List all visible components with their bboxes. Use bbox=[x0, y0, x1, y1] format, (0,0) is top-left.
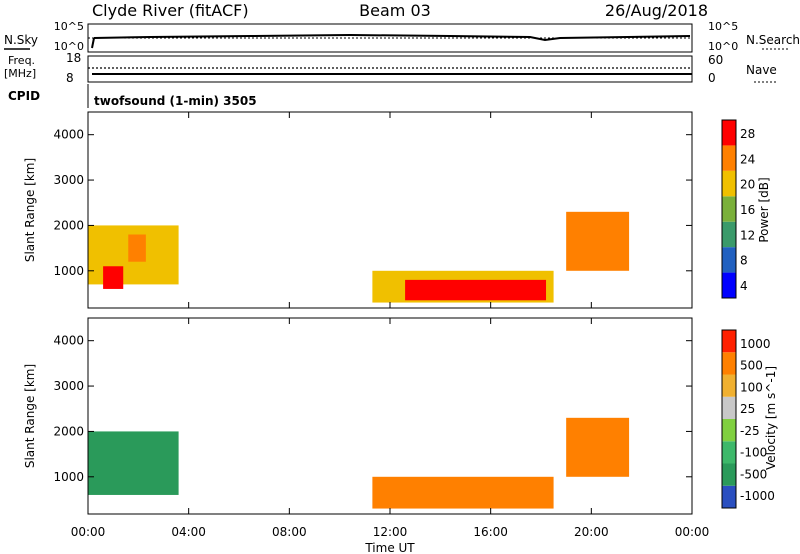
velocity-colorbar: 1000 500 100 25 -25 -100 -500 -1000 bbox=[721, 329, 775, 509]
nsearch-tick-low: 10^0 bbox=[708, 40, 738, 53]
power-colorbar-segment-3 bbox=[722, 196, 736, 222]
power-colorbar-tick-5: 8 bbox=[740, 254, 748, 268]
nave-label: Nave bbox=[746, 63, 777, 77]
power-colorbar-tick-3: 16 bbox=[740, 203, 755, 217]
velocity-ytick-label-3: 1000 bbox=[53, 470, 84, 484]
freq-tick-high: 18 bbox=[66, 51, 81, 65]
power-colorbar-segment-1 bbox=[722, 247, 736, 273]
velocity-colorbar-tick-3: 25 bbox=[740, 402, 755, 416]
power-colorbar-tick-0: 28 bbox=[740, 127, 755, 141]
velocity-colorbar-tick-4: -25 bbox=[740, 424, 760, 438]
nave-tick-low: 0 bbox=[708, 71, 716, 85]
velocity-colorbar-tick-0: 1000 bbox=[740, 337, 771, 351]
velocity-colorbar-label: Velocity [m s^-1] bbox=[764, 366, 778, 470]
velocity-ytick-label-0: 4000 bbox=[53, 334, 84, 348]
power-ytick-label-0: 4000 bbox=[53, 128, 84, 142]
velocity-ytick-label-1: 3000 bbox=[53, 379, 84, 393]
power-colorbar-segment-6 bbox=[722, 120, 736, 146]
x-tick-label-5: 20:00 bbox=[574, 525, 609, 539]
velocity-colorbar-segment-5 bbox=[722, 374, 736, 397]
nsky-tick-high: 10^5 bbox=[54, 20, 84, 33]
velocity-colorbar-tick-7: -1000 bbox=[740, 489, 775, 503]
velocity-echo-region-1 bbox=[372, 476, 554, 509]
beam-title: Beam 03 bbox=[359, 1, 431, 20]
velocity-colorbar-segment-1 bbox=[722, 463, 736, 486]
cpid-label: CPID bbox=[8, 89, 40, 103]
velocity-echo-region-0 bbox=[88, 431, 179, 495]
info-panel-nsky bbox=[87, 23, 693, 53]
power-echo-region-4 bbox=[405, 279, 547, 301]
power-echo-region-2 bbox=[128, 234, 146, 262]
info-panel-freq bbox=[87, 55, 693, 83]
program-name: twofsound (1-min) 3505 bbox=[94, 94, 257, 108]
velocity-colorbar-tick-5: -100 bbox=[740, 446, 767, 460]
power-colorbar-tick-1: 24 bbox=[740, 152, 755, 166]
velocity-colorbar-segment-6 bbox=[722, 352, 736, 375]
velocity-echo-regions bbox=[88, 417, 630, 509]
station-title: Clyde River (fitACF) bbox=[92, 1, 249, 20]
nave-tick-high: 60 bbox=[708, 53, 723, 67]
velocity-colorbar-tick-2: 100 bbox=[740, 380, 763, 394]
nsearch-tick-high: 10^5 bbox=[708, 20, 738, 33]
x-tick-labels: 00:00 04:00 08:00 12:00 16:00 20:00 00:00 bbox=[71, 525, 710, 539]
velocity-ytick-label-2: 2000 bbox=[53, 424, 84, 438]
power-ytick-label-2: 2000 bbox=[53, 218, 84, 232]
power-echo-regions bbox=[88, 211, 630, 303]
freq-label: Freq. bbox=[8, 54, 35, 67]
date-title: 26/Aug/2018 bbox=[605, 1, 708, 20]
velocity-colorbar-segment-7 bbox=[722, 330, 736, 353]
power-colorbar-segment-4 bbox=[722, 170, 736, 197]
velocity-ylabel: Slant Range [km] bbox=[23, 364, 37, 468]
power-colorbar-segment-0 bbox=[722, 272, 736, 298]
power-colorbar-segment-5 bbox=[722, 145, 736, 171]
velocity-colorbar-segment-0 bbox=[722, 485, 736, 508]
x-tick-label-4: 16:00 bbox=[473, 525, 508, 539]
x-tick-label-3: 12:00 bbox=[373, 525, 408, 539]
power-ylabel: Slant Range [km] bbox=[23, 158, 37, 262]
nsky-label: N.Sky bbox=[4, 33, 38, 47]
velocity-panel: 4000 3000 2000 1000 bbox=[53, 317, 693, 515]
power-colorbar-tick-6: 4 bbox=[740, 279, 748, 293]
freq-unit: [MHz] bbox=[4, 67, 36, 80]
x-tick-label-6: 00:00 bbox=[675, 525, 710, 539]
x-tick-label-0: 00:00 bbox=[71, 525, 106, 539]
nsearch-label: N.Search bbox=[746, 33, 800, 47]
power-ytick-label-1: 3000 bbox=[53, 173, 84, 187]
power-panel: 4000 3000 2000 1000 bbox=[53, 111, 693, 309]
x-axis-label: Time UT bbox=[364, 541, 415, 554]
velocity-colorbar-segment-4 bbox=[722, 396, 736, 419]
velocity-colorbar-tick-1: 500 bbox=[740, 359, 763, 373]
power-colorbar-tick-2: 20 bbox=[740, 178, 755, 192]
velocity-echo-region-2 bbox=[566, 417, 630, 477]
power-colorbar-tick-4: 12 bbox=[740, 228, 755, 242]
velocity-colorbar-segment-3 bbox=[722, 419, 736, 442]
power-echo-region-1 bbox=[103, 266, 124, 289]
power-colorbar: 28 24 20 16 12 8 4 bbox=[721, 119, 755, 299]
power-colorbar-segment-2 bbox=[722, 221, 736, 248]
x-tick-label-2: 08:00 bbox=[272, 525, 307, 539]
velocity-colorbar-tick-6: -500 bbox=[740, 467, 767, 481]
power-ytick-label-3: 1000 bbox=[53, 264, 84, 278]
power-colorbar-label: Power [dB] bbox=[757, 177, 771, 242]
nsky-tick-low: 10^0 bbox=[54, 40, 84, 53]
power-echo-region-5 bbox=[566, 211, 630, 271]
velocity-colorbar-segment-2 bbox=[722, 441, 736, 464]
x-tick-label-1: 04:00 bbox=[171, 525, 206, 539]
freq-tick-low: 8 bbox=[66, 71, 74, 85]
